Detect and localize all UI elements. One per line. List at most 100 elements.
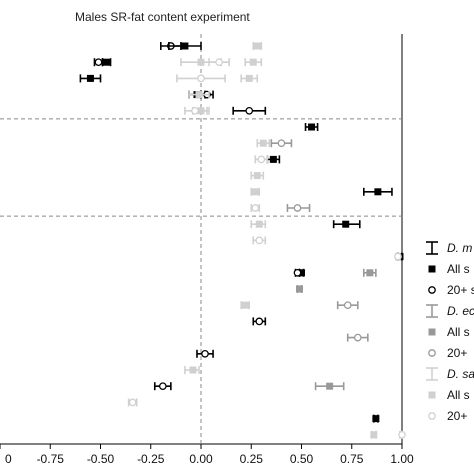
legend-item-label: 20+ (447, 346, 467, 360)
point-marker (253, 42, 261, 50)
point-marker (249, 58, 257, 66)
point-marker (253, 172, 261, 180)
data-point (394, 252, 402, 261)
point-marker (370, 431, 378, 439)
data-point (332, 220, 361, 229)
legend-item: All s (428, 325, 470, 339)
point-marker (326, 382, 334, 390)
point-marker (191, 106, 199, 115)
legend-item: 20+ s (428, 283, 474, 297)
point-marker (245, 106, 254, 115)
point-marker (197, 58, 205, 66)
point-marker (366, 269, 374, 277)
point-marker (189, 366, 197, 374)
x-tick-label: 1.00 (390, 452, 414, 466)
point-marker (308, 123, 316, 131)
point-marker (86, 74, 94, 82)
legend-group: D. ec All s 20+ (426, 304, 474, 360)
legend-item-label: 20+ s (447, 283, 474, 297)
data-point (168, 42, 202, 50)
point-marker (259, 139, 267, 147)
legend-group-label: D. m (447, 241, 472, 255)
data-point (250, 204, 261, 212)
legend-group-label: D. sa (447, 367, 474, 381)
data-point (196, 349, 214, 358)
data-point (363, 268, 377, 277)
data-point (252, 42, 263, 50)
data-point (270, 139, 293, 148)
point-marker (343, 301, 352, 310)
point-marker (241, 301, 249, 309)
data-point (254, 155, 269, 164)
point-marker (372, 415, 380, 423)
point-marker (257, 155, 266, 164)
legend-group: D. sa All s 20+ (426, 367, 474, 423)
data-point (208, 58, 230, 67)
data-marks (79, 42, 406, 439)
point-marker (255, 220, 263, 228)
legend-group: D. m All s 20+ s (426, 241, 474, 297)
data-point (101, 58, 112, 67)
x-tick-label: -0.25 (137, 452, 165, 466)
x-tick-label: 0.25 (240, 452, 264, 466)
data-point (176, 74, 226, 83)
legend-item-label: All s (447, 262, 470, 276)
legend-group-label: D. ec (447, 304, 474, 318)
legend-item: 20+ (428, 409, 467, 423)
data-point (372, 414, 380, 423)
data-point (370, 430, 378, 439)
legend-item: 20+ (428, 346, 467, 360)
data-point (314, 382, 345, 391)
point-marker (128, 398, 137, 407)
point-marker (374, 188, 382, 196)
point-marker (295, 285, 303, 293)
data-point (398, 430, 406, 439)
x-tick-label: 0.50 (290, 452, 314, 466)
data-point (363, 187, 393, 196)
x-tick-label: 0.00 (189, 452, 213, 466)
data-point (127, 398, 138, 407)
data-point (295, 285, 303, 293)
point-marker (245, 74, 253, 82)
data-point (184, 106, 208, 115)
point-marker (293, 204, 302, 212)
point-marker (293, 268, 302, 277)
point-marker (251, 204, 260, 212)
point-marker (255, 236, 264, 245)
data-point (188, 90, 210, 99)
point-marker (215, 58, 223, 67)
data-point (153, 382, 172, 391)
point-marker (181, 42, 189, 50)
legend-item-label: All s (447, 388, 470, 402)
legend-marker (428, 328, 436, 336)
point-marker (94, 58, 103, 67)
point-marker (201, 349, 209, 358)
legend-item: All s (428, 262, 470, 276)
legend-marker (428, 349, 436, 357)
data-point (79, 74, 102, 83)
point-marker (197, 74, 205, 83)
x-tick-label: -0.50 (87, 452, 115, 466)
legend-marker (428, 265, 436, 273)
data-point (250, 171, 265, 180)
data-point (256, 139, 271, 148)
data-point (346, 333, 369, 342)
point-marker (398, 430, 406, 439)
legend-item-label: All s (447, 325, 470, 339)
point-marker (353, 333, 362, 342)
point-marker (269, 155, 277, 163)
x-axis-ticks: 0 -0.75 -0.50 -0.25 0.00 0.25 0.50 0.75 1.00 (0, 444, 414, 466)
data-point (266, 155, 281, 164)
point-marker (103, 58, 111, 66)
data-point (252, 317, 267, 326)
legend-item-label: 20+ (447, 409, 467, 423)
legend-item: All s (428, 388, 470, 402)
legend: D. m All s 20+ s D. ec All s 20+ D. sa All s 20+ (426, 241, 474, 423)
x-tick-label: -0.75 (37, 452, 65, 466)
point-marker (394, 252, 402, 261)
point-marker (255, 317, 264, 326)
legend-marker (428, 412, 436, 420)
data-point (286, 204, 311, 212)
legend-marker (428, 391, 436, 399)
